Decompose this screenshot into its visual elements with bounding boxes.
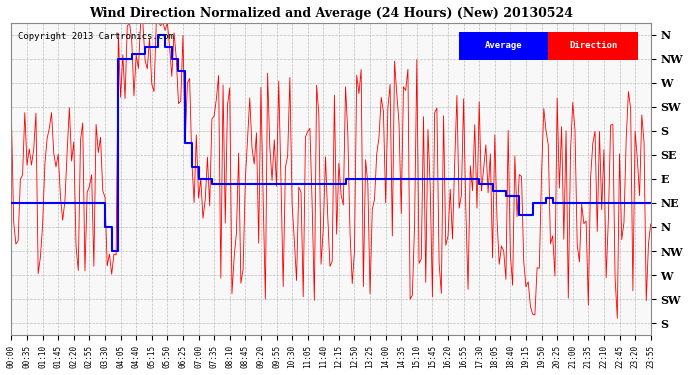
Text: Copyright 2013 Cartronics.com: Copyright 2013 Cartronics.com [18, 32, 174, 41]
Text: Direction: Direction [569, 42, 618, 51]
FancyBboxPatch shape [549, 32, 638, 60]
Title: Wind Direction Normalized and Average (24 Hours) (New) 20130524: Wind Direction Normalized and Average (2… [89, 7, 573, 20]
FancyBboxPatch shape [459, 32, 549, 60]
Text: Average: Average [485, 42, 522, 51]
